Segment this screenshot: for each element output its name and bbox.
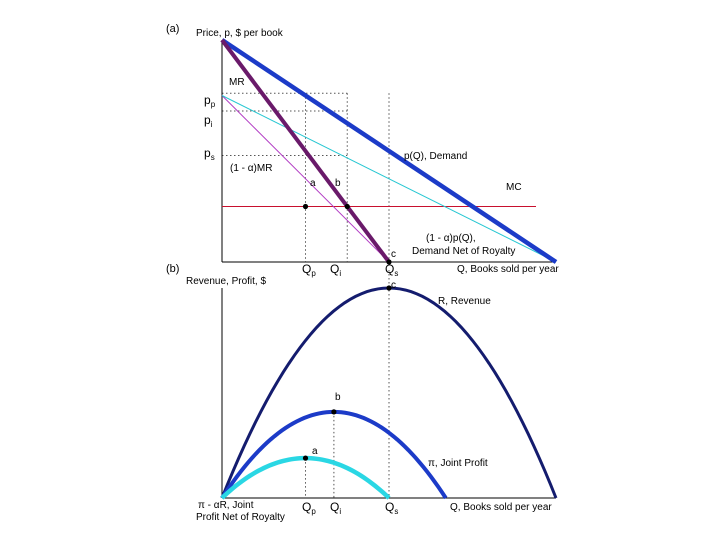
quantity-tick-qp-a: Qp [302,262,316,278]
revenue-axis-label: Revenue, Profit, $ [186,276,266,287]
price-tick-pp: pp [204,93,216,109]
mc-label: MC [506,182,522,193]
point-b-label-panel-b: b [335,392,341,403]
quantity-axis-label-a: Q, Books sold per year [457,264,559,275]
quantity-tick-qi-b: Qi [330,500,341,516]
point-c-label-panel-b: c [391,280,396,291]
point-c-label-panel-a: c [391,249,396,260]
mr-curve [220,38,391,264]
demand-net-label-line2: Demand Net of Royalty [412,246,515,257]
point-b-label-panel-a: b [335,178,341,189]
panel-b-points: a b c [302,280,396,461]
panel-b-text: (b) Revenue, Profit, $ R, Revenue π, Joi… [166,263,552,523]
panel-a-points: a b c [302,178,396,265]
quantity-tick-qi-a: Qi [330,262,341,278]
point-a-panel-a [302,203,309,210]
point-a-label-panel-b: a [312,446,318,457]
panel-a-text: (a) Price, p, $ per book MR (1 - α)MR p(… [166,23,559,278]
quantity-tick-qs-a: Qs [385,262,398,278]
point-a-label-panel-a: a [310,178,316,189]
price-axis-label: Price, p, $ per book [196,28,284,39]
point-b-panel-b [331,409,337,415]
demand-net-label-line1: (1 - α)p(Q), [426,233,476,244]
demand-net-curve [221,95,557,263]
panel-a-label: (a) [166,23,179,35]
panel-a-curves [220,38,558,264]
price-tick-pi: pi [204,113,213,129]
net-profit-label-line2: Profit Net of Royalty [196,512,285,523]
quantity-tick-qs-b: Qs [385,500,398,516]
quantity-tick-qp-b: Qp [302,500,316,516]
mr-label: MR [229,77,245,88]
mr-net-curve [221,95,390,263]
panel-b-label: (b) [166,263,179,275]
demand-label: p(Q), Demand [404,151,467,162]
net-profit-label-line1: π - αR, Joint [198,500,254,511]
mr-net-label: (1 - α)MR [230,163,272,174]
demand-curve [220,38,558,264]
joint-profit-label: π, Joint Profit [428,458,488,469]
quantity-axis-label-b: Q, Books sold per year [450,502,552,513]
point-b-panel-a [344,203,350,210]
point-c-panel-a [386,259,392,265]
revenue-label: R, Revenue [438,296,491,307]
point-a-panel-b [302,455,309,461]
point-c-panel-b [386,285,392,291]
price-tick-ps: ps [204,146,215,162]
panel-b-guides [305,270,390,498]
